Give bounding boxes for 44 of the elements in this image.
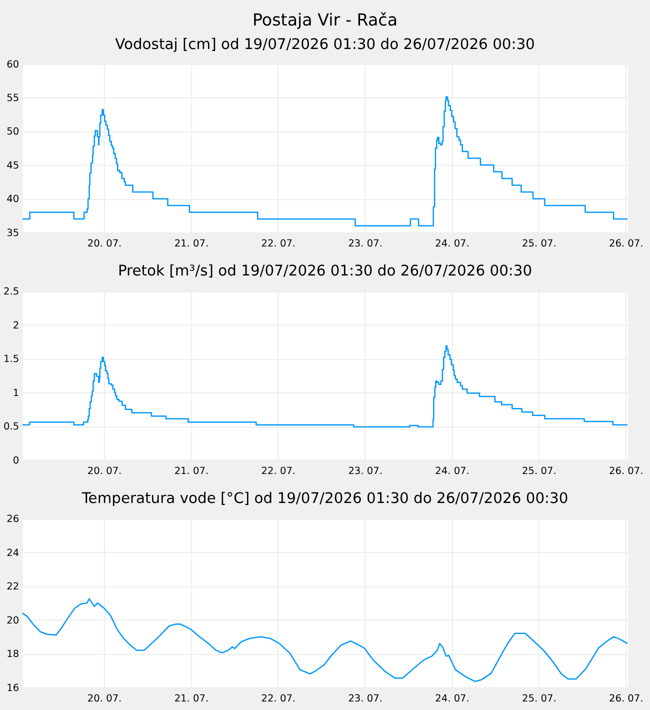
y-tick-label: 1 [12, 388, 20, 399]
x-tick-label: 21. 07. [174, 466, 209, 478]
x-tick-label: 25. 07. [522, 466, 556, 478]
y-tick-label: 50 [6, 126, 20, 138]
x-tick-label: 26. 07. [608, 694, 644, 705]
x-tick-label: 25. 07. [522, 694, 556, 705]
x-tick-label: 23. 07. [348, 694, 382, 705]
y-tick-label: 20 [6, 615, 20, 626]
y-tick-label: 55 [6, 93, 20, 104]
x-tick-label: 24. 07. [435, 694, 470, 705]
y-tick-label: 1.5 [4, 354, 20, 366]
y-tick-label: 2 [12, 320, 20, 332]
x-tick-label: 23. 07. [348, 238, 382, 250]
y-tick-label: 40 [6, 194, 20, 206]
x-tick-label: 20. 07. [87, 694, 122, 705]
x-tick-label: 22. 07. [261, 694, 296, 705]
x-tick-label: 22. 07. [261, 238, 296, 250]
x-tick-label: 21. 07. [174, 238, 209, 250]
y-tick-label: 2.5 [4, 286, 20, 298]
x-tick-label: 21. 07. [174, 694, 209, 705]
y-tick-label: 26 [6, 514, 20, 526]
y-tick-label: 18 [6, 649, 20, 660]
y-tick-label: 60 [6, 59, 20, 70]
line-series [22, 598, 628, 682]
chart-subtitle: Vodostaj [cm] od 19/07/2026 01:30 do 26/07/2026 00:30 [115, 36, 535, 54]
chart-title: Pretok [m³/s] od 19/07/2026 01:30 do 26/07/2026 00:30 [118, 262, 532, 280]
x-tick-label: 20. 07. [87, 466, 122, 478]
y-tick-label: 35 [6, 228, 20, 239]
y-tick-label: 0 [12, 455, 20, 466]
x-tick-label: 25. 07. [522, 238, 556, 250]
y-tick-label: 22 [6, 582, 20, 593]
chart-title: Temperatura vode [°C] od 19/07/2026 01:30 do 26/07/2026 00:30 [80, 490, 568, 508]
x-tick-label: 24. 07. [435, 238, 470, 250]
x-tick-label: 23. 07. [348, 466, 382, 478]
y-tick-label: 16 [6, 682, 20, 694]
x-tick-label: 20. 07. [87, 238, 122, 250]
y-tick-label: 45 [6, 160, 20, 172]
y-tick-label: 0.5 [4, 422, 20, 433]
y-tick-label: 24 [6, 548, 20, 559]
chart-title: Postaja Vir - Rača [252, 10, 398, 30]
x-tick-label: 22. 07. [261, 466, 296, 478]
x-tick-label: 26. 07. [608, 238, 644, 250]
x-tick-label: 24. 07. [435, 466, 470, 478]
x-tick-label: 26. 07. [608, 466, 644, 478]
